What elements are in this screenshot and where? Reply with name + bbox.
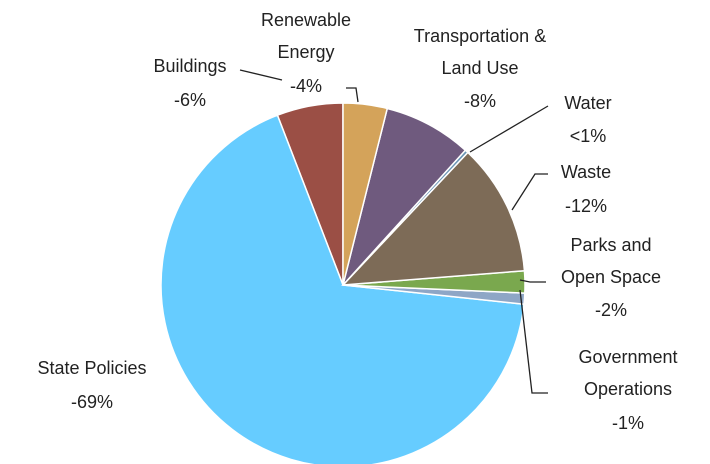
pie-slice [342, 102, 389, 286]
slice-label: Waste [560, 162, 612, 182]
leader-line [519, 279, 546, 283]
slice-label: Water [564, 93, 612, 113]
leader-line [469, 105, 549, 153]
value-label: -12% [564, 196, 608, 216]
value-label: -4% [289, 76, 323, 96]
leader-line [239, 69, 283, 81]
leader-line [511, 173, 548, 211]
slice-label: Government Operations [578, 347, 678, 399]
pie-slice [341, 151, 526, 286]
value-label: -6% [173, 90, 207, 110]
slice-label: State Policies [37, 358, 147, 378]
slice-label: Transportation & Land Use [413, 26, 547, 78]
value-label: -1% [611, 413, 645, 433]
slice-label: Parks and Open Space [560, 235, 662, 287]
slice-label: Buildings [153, 56, 227, 76]
leader-line [519, 289, 548, 394]
value-label: <1% [569, 126, 607, 146]
value-label: -2% [594, 300, 628, 320]
leader-line [346, 87, 359, 103]
value-label: -69% [70, 392, 114, 412]
slice-label: Renewable Energy [260, 10, 352, 62]
value-label: -8% [463, 91, 497, 111]
pie-slice [160, 114, 525, 464]
